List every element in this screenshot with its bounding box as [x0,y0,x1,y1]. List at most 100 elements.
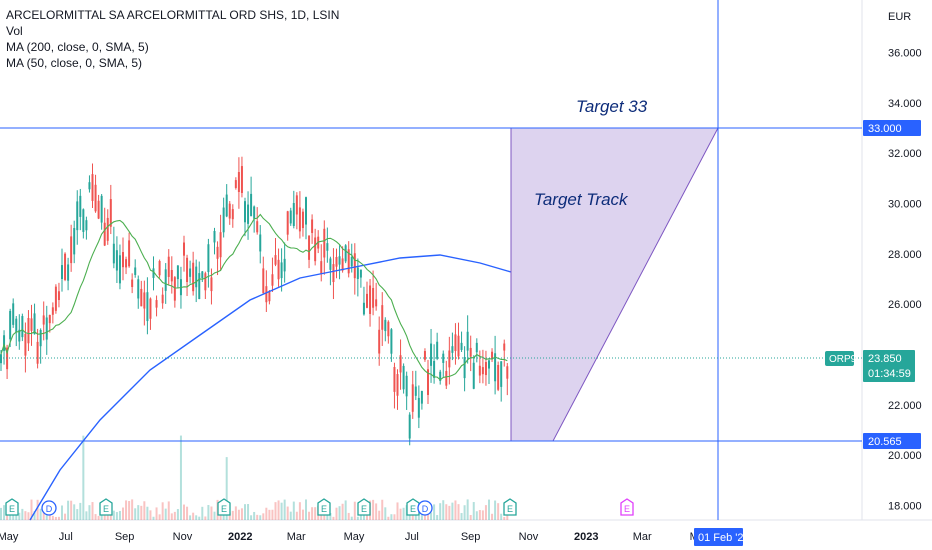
price-tick: 18.000 [888,501,922,513]
earnings-marker-icon[interactable] [317,498,331,516]
volume-bar [146,506,149,520]
candle-body [271,274,274,286]
volume-bar [399,508,402,520]
candle-body [356,267,359,279]
volume-bar [341,503,344,520]
candle-body [362,302,365,315]
event-marker-letter: E [410,504,416,514]
candle-body [247,204,250,224]
candle-body [131,279,134,287]
volume-bar [195,515,198,520]
price-tick: 30.000 [888,199,922,211]
volume-bar [164,508,167,520]
event-marker-letter: D [422,504,429,514]
candle-body [143,292,146,309]
candle-body [500,361,503,387]
volume-bar [173,511,176,520]
volume-bar [402,507,405,520]
candle-body [259,234,262,252]
volume-bar [362,513,365,520]
candle-body [82,209,85,232]
legend-ma200[interactable]: MA (200, close, 0, SMA, 5) [6,40,149,54]
candle-body [198,273,201,300]
event-marker-letter: E [361,504,367,514]
volume-bar [134,508,137,520]
earnings-marker-icon[interactable] [503,498,517,516]
event-marker-letter: E [507,504,513,514]
candle-body [488,360,490,369]
time-tick: Jul [405,531,419,543]
volume-bar [478,510,481,520]
candle-body [280,262,283,279]
volume-bar [54,516,57,520]
symbol-title[interactable]: ARCELORMITTAL SA ARCELORMITTAL ORD SHS, … [6,8,340,22]
earnings-marker-icon[interactable] [99,498,113,516]
target-label: Target 33 [576,97,648,116]
legend-vol[interactable]: Vol [6,24,23,38]
candle-body [320,261,323,274]
last-price-text: 23.850 [868,353,902,365]
candle-body [381,305,384,330]
volume-bar [277,500,280,520]
candle-body [213,230,216,243]
volume-bar [219,513,222,520]
volume-bar [295,511,298,520]
candle-body [48,314,51,324]
candle-body [396,374,399,396]
candle-body [204,273,207,291]
volume-bar [314,507,317,520]
candle-body [314,237,317,262]
candle-body [417,397,420,418]
earnings-marker-icon[interactable] [406,498,420,516]
volume-bar [170,513,173,520]
volume-bar [82,435,85,520]
dividend-marker-icon[interactable] [41,500,57,516]
volume-bar [91,502,94,520]
target-track-zone[interactable] [510,127,719,442]
earnings-marker-icon[interactable] [217,498,231,516]
price-axis[interactable]: 36.000 34.000 32.000 30.000 28.000 26.000 22.0… [888,47,922,512]
candle-body [378,329,381,354]
volume-bar [204,516,207,520]
earnings-marker-icon[interactable] [5,498,19,516]
volume-bar [417,515,420,520]
volume-bar [3,505,6,520]
volume-bar [353,501,356,520]
volume-bar [289,511,292,520]
volume-bar [0,507,2,520]
volume-bar [67,500,70,520]
candle-body [24,333,27,356]
dividend-marker-icon[interactable] [417,500,433,516]
time-axis[interactable]: MayJulSepNov2022MarMayJulSepNov2023MarMa… [0,531,711,543]
candle-body [152,268,155,278]
volume-bar [423,513,426,520]
volume-bar [24,511,27,520]
candle-body [122,252,124,268]
volume-bar [201,506,204,520]
candle-body [250,193,253,217]
candle-body [472,362,475,389]
candle-body [192,262,195,292]
volume-bar [97,515,100,520]
candle-body [149,298,152,319]
volume-bar [45,512,48,520]
volume-bar [189,515,192,520]
legend-ma50[interactable]: MA (50, close, 0, SMA, 5) [6,56,143,70]
earnings-marker-icon[interactable] [357,498,371,516]
volume-bar [57,516,60,520]
time-tick: May [344,531,365,543]
candle-body [503,343,506,351]
candle-body [262,268,265,294]
volume-bar [381,499,384,520]
candle-body [173,277,176,301]
candle-body [164,269,167,291]
candle-body [341,258,344,271]
volume-bar [436,515,439,520]
candle-body [15,318,18,333]
last-price-badge [863,350,915,382]
candle-body [481,367,484,375]
candle-body [45,317,48,340]
earnings-marker-icon[interactable] [620,498,634,516]
volume-bar [186,506,189,520]
